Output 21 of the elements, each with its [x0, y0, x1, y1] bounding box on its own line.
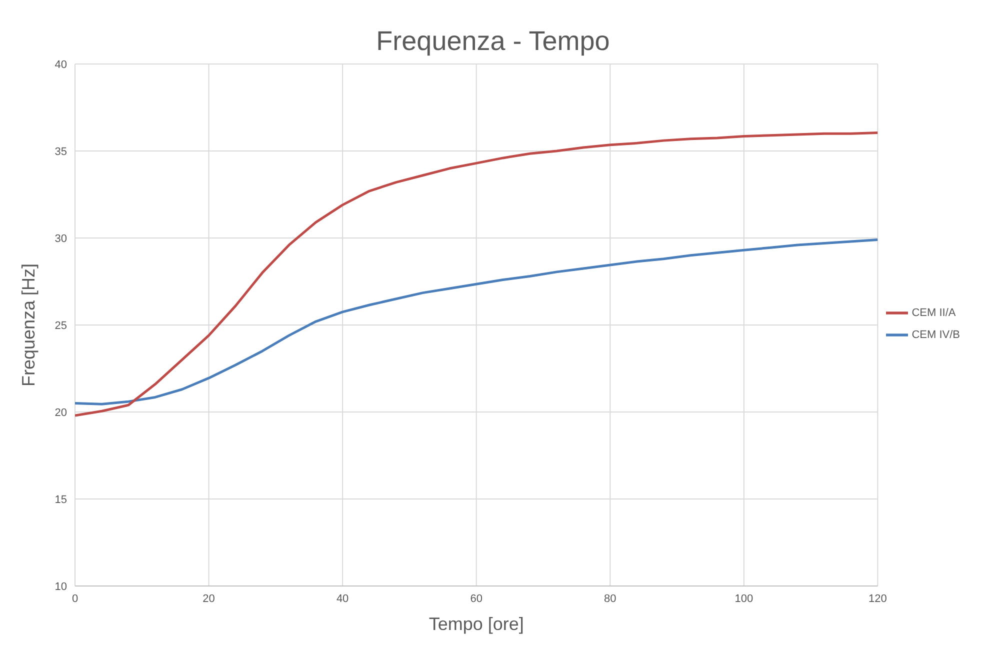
- x-tick-label: 120: [868, 592, 887, 605]
- y-tick-label: 20: [54, 406, 67, 419]
- y-axis-title: Frequenza [Hz]: [18, 263, 38, 387]
- y-tick-label: 15: [54, 494, 67, 506]
- x-tick-label: 100: [734, 592, 754, 605]
- y-tick-label: 25: [54, 320, 67, 332]
- y-tick-label: 40: [54, 58, 67, 71]
- x-tick-label: 60: [470, 592, 482, 605]
- y-tick-label: 10: [54, 580, 67, 593]
- legend-label: CEM IV/B: [912, 328, 960, 341]
- line-series: [75, 131, 878, 417]
- y-tick-label: 30: [54, 232, 67, 245]
- x-tick-label: 0: [72, 592, 78, 605]
- x-tick-label: 40: [336, 592, 349, 605]
- y-tick-label: 35: [54, 146, 67, 158]
- chart-title: Frequenza - Tempo: [375, 26, 611, 57]
- x-axis-title: Tempo [ore]: [428, 614, 524, 634]
- x-tick-label: 20: [202, 592, 215, 605]
- x-tick-label: 80: [604, 592, 616, 605]
- legend-label: CEM II/A: [912, 306, 956, 319]
- line-series: [75, 238, 878, 406]
